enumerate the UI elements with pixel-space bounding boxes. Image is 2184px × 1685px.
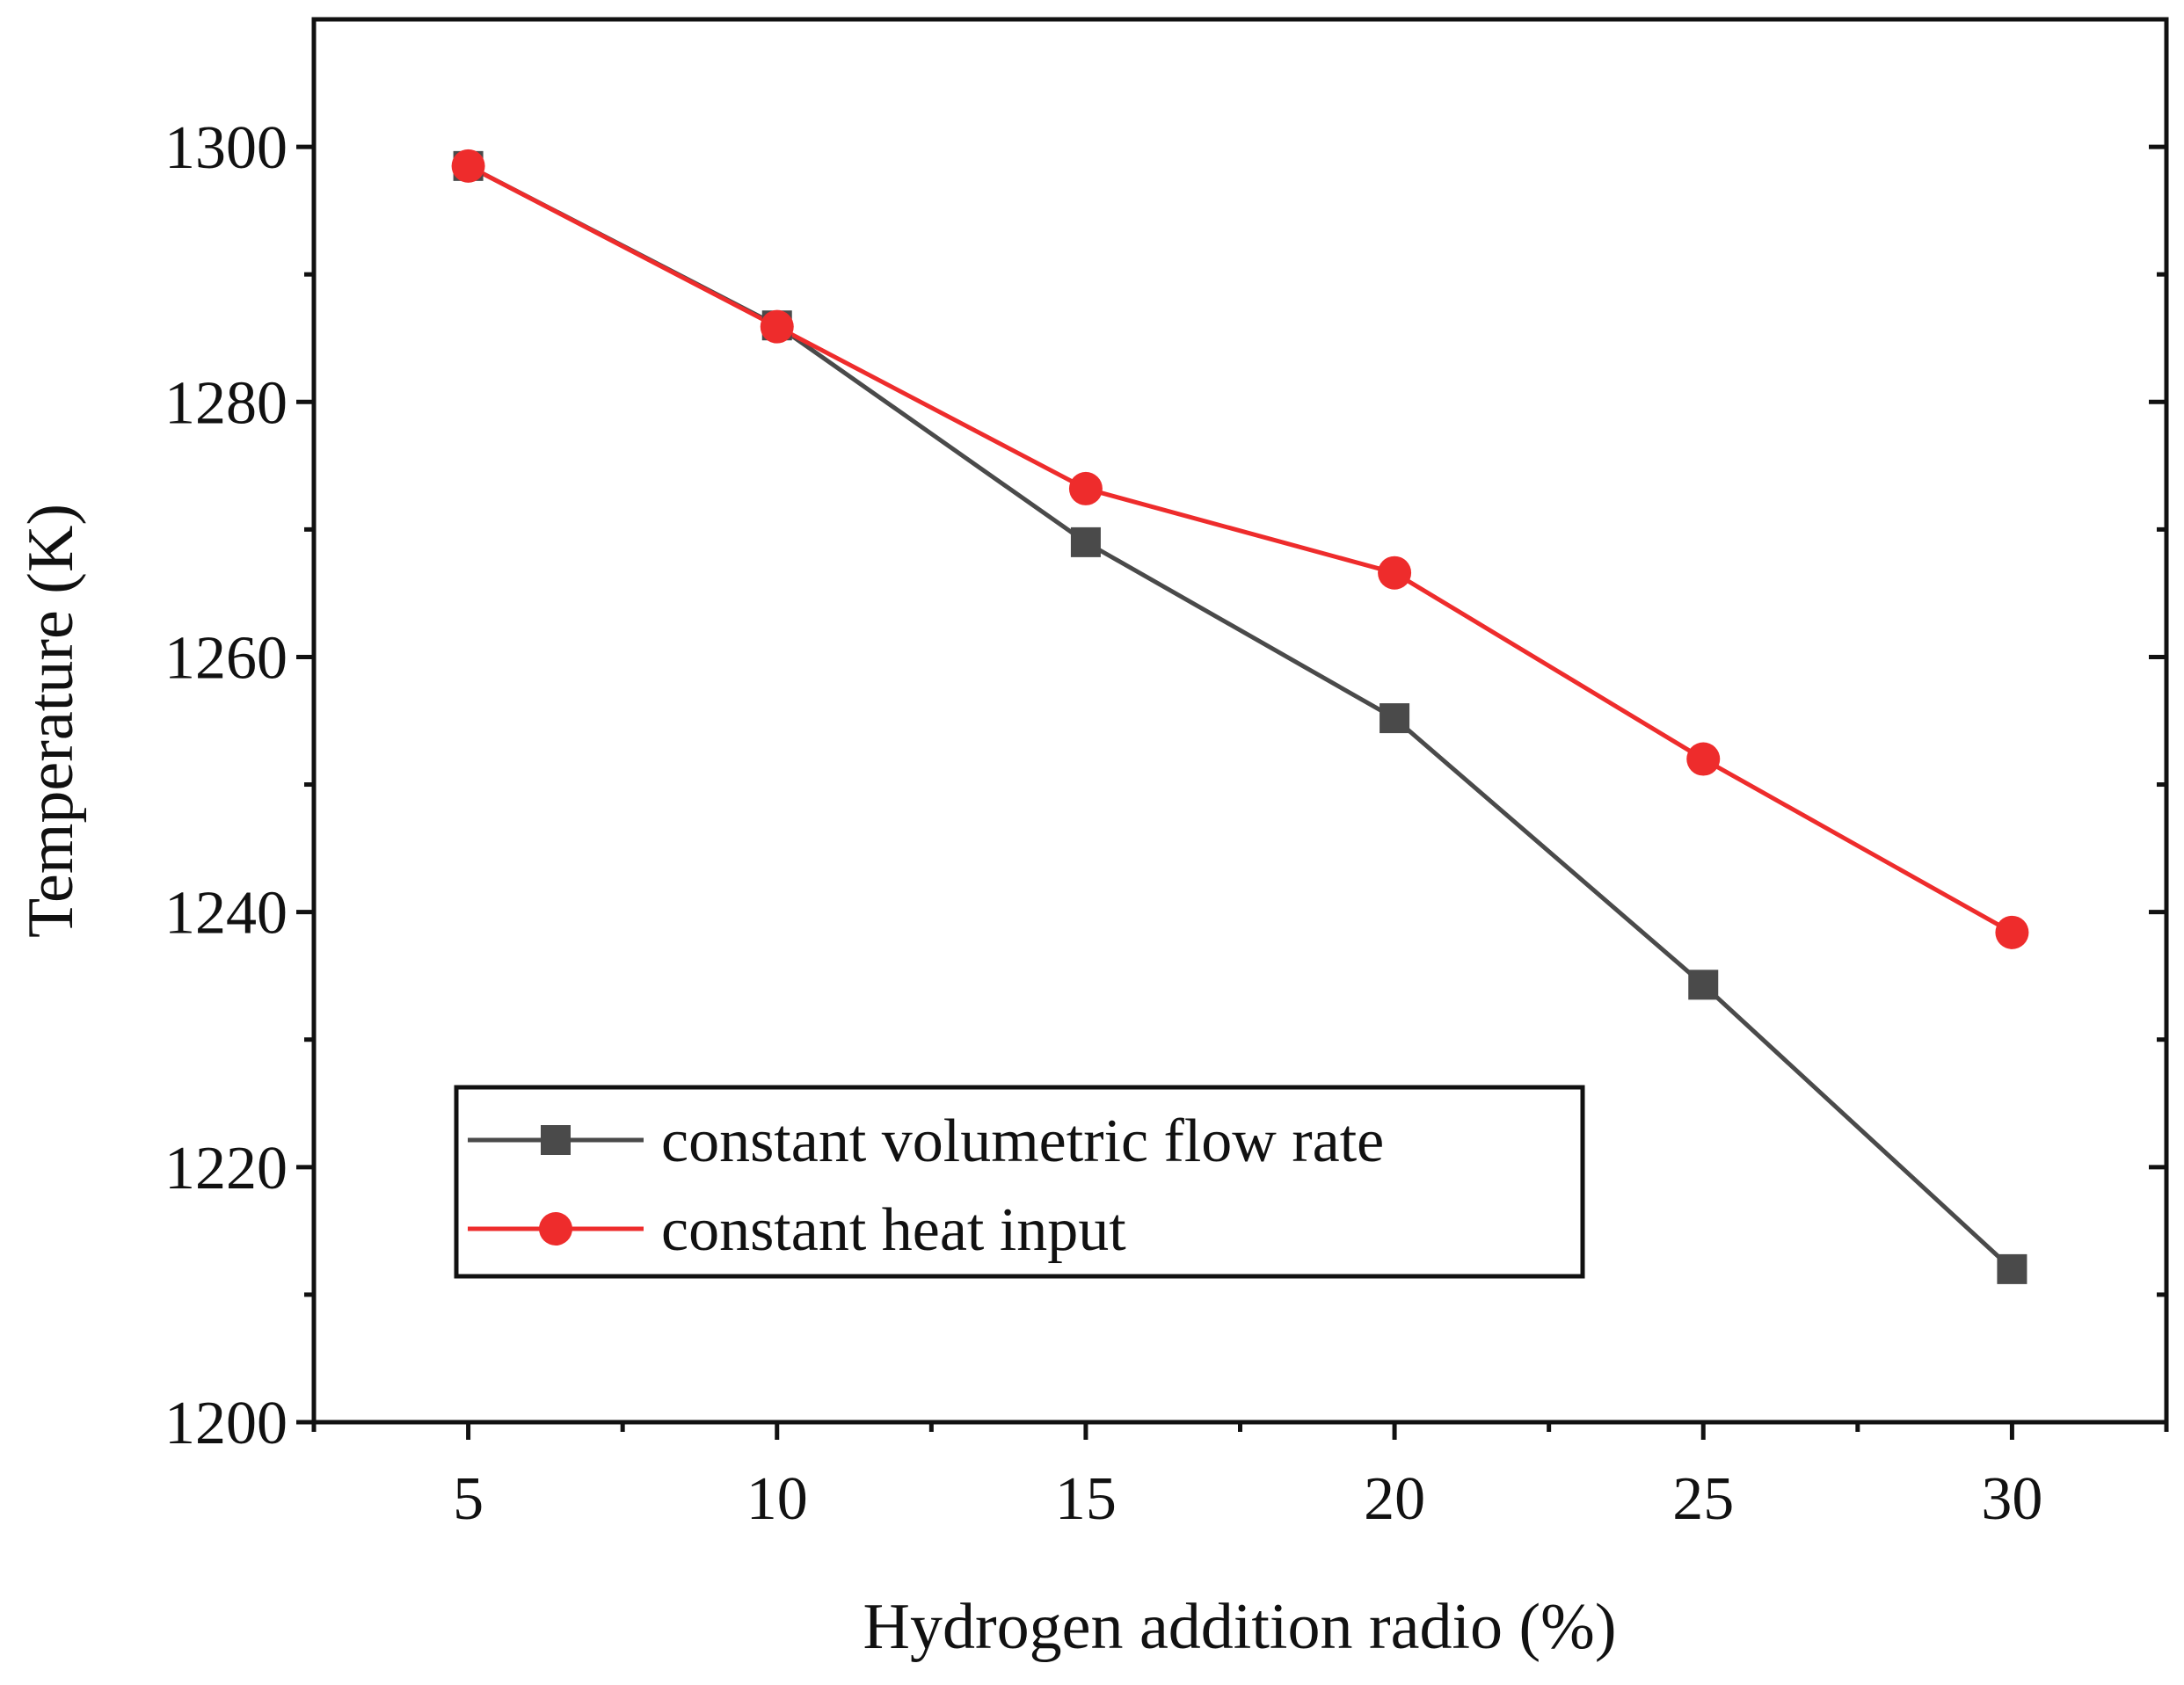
data-point-square xyxy=(1688,970,1719,1000)
data-point-circle xyxy=(1378,556,1412,590)
x-tick-label: 20 xyxy=(1364,1465,1425,1533)
legend: constant volumetric flow rate constant he… xyxy=(454,1085,1585,1279)
data-point-circle xyxy=(1995,915,2029,949)
y-tick-label: 1280 xyxy=(164,369,288,437)
x-axis-title: Hydrogen addition radio (%) xyxy=(863,1591,1617,1663)
legend-marker-circle xyxy=(539,1212,572,1246)
y-tick-label: 1200 xyxy=(164,1390,288,1457)
x-tick-label: 5 xyxy=(453,1465,484,1533)
series-line xyxy=(467,163,2013,935)
data-point-circle xyxy=(1068,471,1103,505)
legend-label: constant heat input xyxy=(661,1196,1126,1264)
legend-box xyxy=(454,1085,1585,1279)
y-tick-label: 1240 xyxy=(164,880,288,948)
data-point-square xyxy=(1380,703,1410,734)
data-point-circle xyxy=(1686,742,1721,776)
y-tick-label: 1260 xyxy=(164,624,288,692)
y-axis-title: Temperature (K) xyxy=(15,504,87,938)
axis-labels: 5 10 15 20 25 30 1200 1220 1240 1260 1280 1300 xyxy=(164,114,2042,1533)
data-point-circle xyxy=(760,309,794,344)
series-layer xyxy=(451,149,2029,1284)
data-point-square xyxy=(1997,1253,2027,1284)
y-tick-label: 1300 xyxy=(164,114,288,182)
x-tick-label: 30 xyxy=(1981,1465,2042,1533)
legend-marker-square xyxy=(541,1125,571,1155)
axis-ticks xyxy=(296,144,2169,1440)
x-tick-label: 25 xyxy=(1672,1465,1734,1533)
y-tick-label: 1220 xyxy=(164,1135,288,1202)
x-tick-label: 15 xyxy=(1055,1465,1117,1533)
legend-label: constant volumetric flow rate xyxy=(661,1108,1384,1175)
data-point-circle xyxy=(451,149,485,183)
data-point-square xyxy=(1070,527,1101,557)
x-tick-label: 10 xyxy=(746,1465,808,1533)
